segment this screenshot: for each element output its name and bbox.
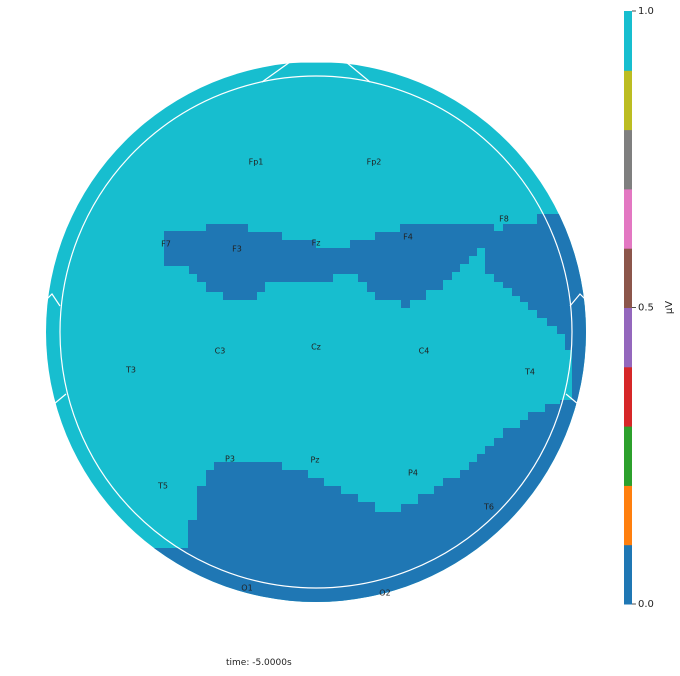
head-circle <box>59 75 573 589</box>
electrode-label-o2: O2 <box>379 589 390 598</box>
electrode-label-t4: T4 <box>524 368 535 377</box>
head-outline <box>45 61 587 589</box>
colorbar-segment <box>624 70 632 131</box>
electrode-label-c3: C3 <box>215 347 226 356</box>
electrode-label-o1: O1 <box>241 584 252 593</box>
electrode-label-t3: T3 <box>125 366 136 375</box>
colorbar-segment <box>624 188 632 249</box>
right-ear-top <box>569 293 587 307</box>
colorbar-tick-label: 0.0 <box>638 599 654 610</box>
colorbar-tick-label: 1.0 <box>638 6 654 17</box>
colorbar-segment <box>624 426 632 486</box>
colorbar-segment <box>624 248 632 308</box>
time-label: time: -5.0000s <box>226 658 292 668</box>
colorbar-tick-label: 0.5 <box>638 303 654 314</box>
electrode-label-f4: F4 <box>403 233 413 242</box>
electrode-label-t6: T6 <box>483 503 494 512</box>
right-ear-bottom <box>565 393 579 405</box>
electrode-label-c4: C4 <box>419 347 430 356</box>
colorbar-segment <box>624 307 632 368</box>
electrode-label-cz: Cz <box>311 343 321 352</box>
electrode-label-p4: P4 <box>408 469 418 478</box>
electrode-label-p3: P3 <box>225 455 235 464</box>
electrode-label-f7: F7 <box>161 240 171 249</box>
colorbar-segment <box>624 11 632 71</box>
colorbar-segment <box>624 366 632 427</box>
electrode-label-t5: T5 <box>157 482 168 491</box>
topomap-surface <box>46 62 586 602</box>
left-ear-top <box>45 293 61 307</box>
electrode-labels: Fp1 Fp2 F7 F3 Fz F4 F8 T3 C3 Cz C4 T4 T5 P3 Pz P4 T6 O1 O2 <box>125 158 535 598</box>
electrode-label-fp1: Fp1 <box>249 158 264 167</box>
colorbar-segment <box>624 485 632 546</box>
low-region-frontal <box>164 214 586 408</box>
electrode-label-f3: F3 <box>232 245 242 254</box>
electrode-label-f8: F8 <box>499 215 509 224</box>
colorbar-segment <box>624 129 632 190</box>
left-ear-bottom <box>53 393 67 405</box>
electrode-label-fp2: Fp2 <box>367 158 382 167</box>
electrode-label-fz: Fz <box>312 239 321 248</box>
colorbar-label: µV <box>664 301 675 314</box>
nose-outline <box>261 61 371 83</box>
electrode-label-pz: Pz <box>310 456 319 465</box>
colorbar: 1.0 0.5 0.0 µV <box>624 6 675 610</box>
colorbar-segment <box>624 544 632 605</box>
